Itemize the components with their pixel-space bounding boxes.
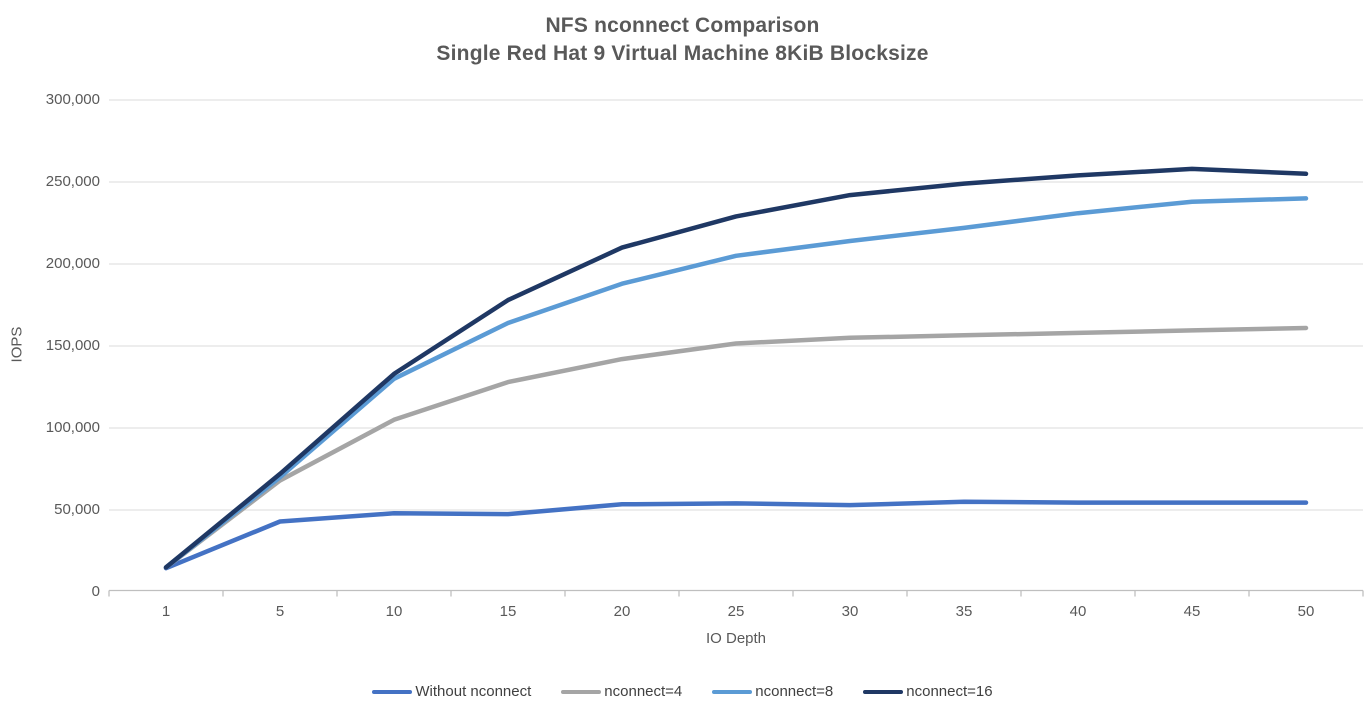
y-axis-tick-label-50000: 50,000 [54,501,100,518]
x-axis-tick-label-15: 15 [499,603,517,620]
legend-swatch-nconnect-8 [712,689,753,694]
legend-swatch-nconnect-16 [863,689,904,694]
series-line-nconnect-8 [163,196,1309,570]
legend-label-nconnect-8: nconnect=8 [755,683,834,700]
chart-legend: Without nconnect nconnect=4 nconnect=8 ncon… [0,683,1365,700]
x-axis-tick-label-35: 35 [955,603,973,620]
y-axis-title: IOPS [8,326,26,363]
x-axis-tick-label-10: 10 [385,603,403,620]
x-axis-tick-label-5: 5 [275,603,285,620]
x-axis-tick-label-20: 20 [613,603,631,620]
y-axis-tick-label-300000: 300,000 [45,91,100,108]
y-axis-tick-label-150000: 150,000 [45,337,100,354]
legend-item-without-nconnect: Without nconnect [372,683,531,700]
chart-title-line-1: NFS nconnect Comparison [545,14,820,37]
legend-swatch-without-nconnect [372,689,413,694]
series-line-without-nconnect [163,499,1309,571]
y-axis-tick-label-200000: 200,000 [45,255,100,272]
x-axis-tick-label-1: 1 [161,603,171,620]
legend-label-nconnect-4: nconnect=4 [604,683,683,700]
x-axis-tick-label-30: 30 [841,603,859,620]
chart-title-line-2: Single Red Hat 9 Virtual Machine 8KiB Bl… [436,41,929,65]
x-axis-title: IO Depth [705,630,767,647]
series-line-nconnect-4 [163,325,1309,570]
y-axis-tick-label-0: 0 [91,583,100,600]
legend-swatch-nconnect-4 [561,689,602,694]
legend-item-nconnect-16: nconnect=16 [863,683,993,700]
legend-label-without-nconnect: Without nconnect [415,683,532,700]
legend-label-nconnect-16: nconnect=16 [906,683,993,700]
y-axis-tick-label-100000: 100,000 [45,419,100,436]
x-axis-tick-label-25: 25 [727,603,745,620]
y-axis-tick-label-250000: 250,000 [45,173,100,190]
x-axis-tick-label-40: 40 [1069,603,1087,620]
chart-title: NFS nconnect Comparison Single Red Hat 9… [0,12,1365,67]
x-axis-tick-label-45: 45 [1183,603,1201,620]
series-line-nconnect-16 [163,166,1309,570]
x-axis-tick-label-50: 50 [1297,603,1315,620]
legend-item-nconnect-4: nconnect=4 [561,683,682,700]
legend-item-nconnect-8: nconnect=8 [712,683,833,700]
